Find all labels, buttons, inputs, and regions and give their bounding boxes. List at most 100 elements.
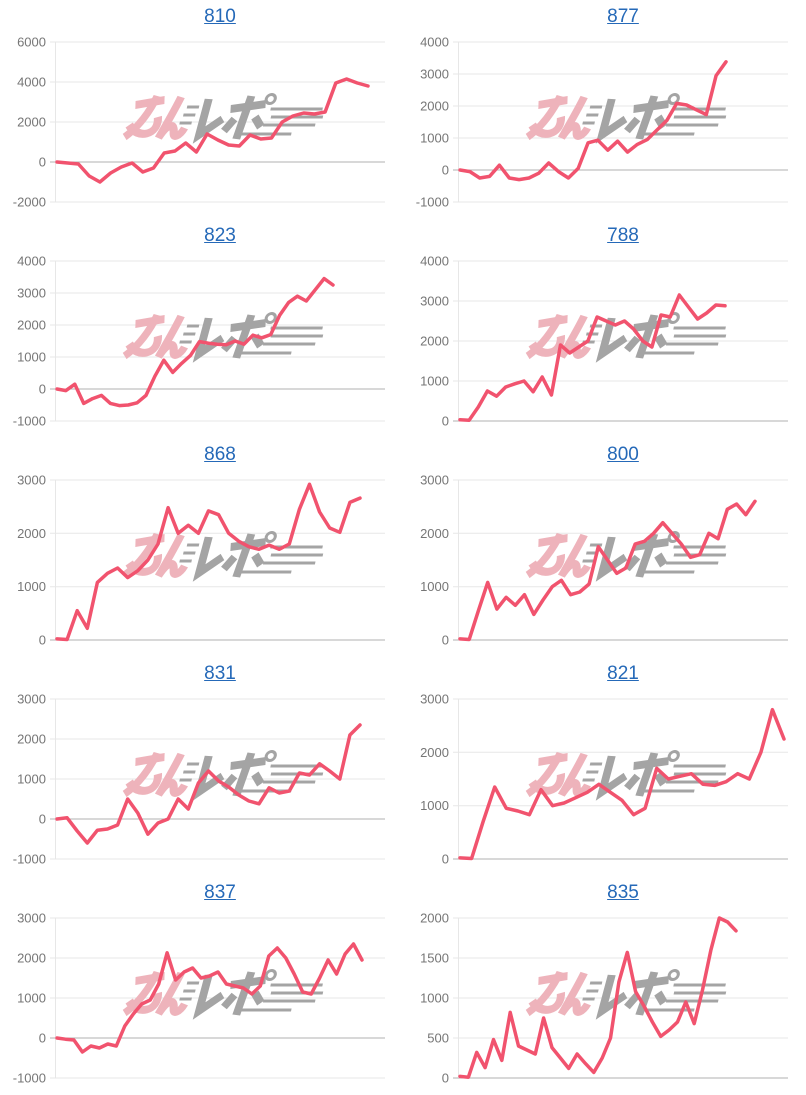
y-tick-label: 1000 (420, 131, 449, 146)
y-tick-label: 4000 (420, 36, 449, 50)
y-tick-label: 2000 (17, 732, 46, 747)
y-tick-label: 1000 (420, 579, 449, 594)
data-line (458, 916, 738, 1079)
chart-title-link[interactable]: 837 (204, 882, 236, 903)
chart-title-link[interactable]: 835 (607, 882, 639, 903)
chart-title-link[interactable]: 831 (204, 663, 236, 684)
chart-cell: 821 3000 2000 1000 0 みんレポ (403, 657, 806, 876)
y-tick-label: 3000 (420, 67, 449, 82)
chart-title: 800 (458, 438, 788, 474)
chart-title: 831 (55, 657, 385, 693)
y-tick-label: 2000 (420, 334, 449, 349)
line-chart: 3000 2000 1000 0 -1000 みんレポ (13, 912, 385, 1086)
y-tick-label: -1000 (13, 852, 46, 867)
line-chart: 3000 2000 1000 0 みんレポ (17, 474, 385, 648)
data-line (458, 60, 728, 182)
chart-title: 788 (458, 219, 788, 255)
y-tick-label: 1000 (17, 350, 46, 365)
y-tick-label: 0 (39, 382, 46, 397)
chart-cell: 835 2000150010005000みんレポ (403, 876, 806, 1095)
chart-cell: 788 40003000200010000みんレポ (403, 219, 806, 438)
y-tick-label: 0 (39, 1031, 46, 1046)
y-tick-label: 2000 (420, 745, 449, 760)
chart-title-link[interactable]: 788 (607, 225, 639, 246)
chart-title-link[interactable]: 877 (607, 6, 639, 27)
line-chart: 40003000200010000みんレポ (420, 255, 788, 429)
chart-title-link[interactable]: 800 (607, 444, 639, 465)
y-tick-label: 3000 (420, 693, 449, 707)
y-tick-label: 4000 (17, 255, 46, 269)
chart-title: 877 (458, 0, 788, 36)
minrepo-watermark: みんレポ (525, 531, 727, 582)
y-tick-label: 1500 (420, 951, 449, 966)
y-tick-label: 0 (442, 414, 449, 429)
line-chart: 6000 4000 2000 0 -2000 みんレポ (13, 36, 385, 210)
minrepo-watermark: みんレポ (122, 969, 324, 1020)
chart-cell: 810 6000 4000 2000 0 -2000 みんレポ (0, 0, 403, 219)
data-line (55, 482, 362, 642)
data-line (55, 276, 335, 408)
minrepo-watermark: みんレポ (122, 531, 324, 582)
y-tick-label: 0 (39, 812, 46, 827)
minrepo-watermark: みんレポ (525, 93, 727, 144)
y-tick-label: 2000 (17, 115, 46, 130)
y-tick-label: -2000 (13, 195, 46, 210)
chart-title: 868 (55, 438, 385, 474)
y-tick-label: 1000 (17, 991, 46, 1006)
chart-title: 810 (55, 0, 385, 36)
chart-title: 823 (55, 219, 385, 255)
chart-title-link[interactable]: 868 (204, 444, 236, 465)
y-tick-label: -1000 (13, 414, 46, 429)
y-tick-label: -1000 (13, 1071, 46, 1086)
data-line (55, 942, 364, 1054)
y-tick-label: 3000 (17, 912, 46, 926)
y-tick-label: 2000 (420, 526, 449, 541)
chart-title-link[interactable]: 821 (607, 663, 639, 684)
y-tick-label: 2000 (420, 99, 449, 114)
y-tick-label: 1000 (17, 772, 46, 787)
y-tick-label: 0 (39, 155, 46, 170)
y-tick-label: 500 (427, 1031, 449, 1046)
line-chart: 4000 3000 2000 1000 0 -1000 みんレポ (13, 255, 385, 429)
chart-cell: 800 3000 2000 1000 0 みんレポ (403, 438, 806, 657)
chart-title: 821 (458, 657, 788, 693)
y-tick-label: 1000 (420, 374, 449, 389)
line-chart: 3000 2000 1000 0 みんレポ (420, 693, 788, 867)
data-line (55, 77, 370, 184)
y-tick-label: 2000 (17, 951, 46, 966)
y-tick-label: -1000 (416, 195, 449, 210)
minrepo-watermark: みんレポ (122, 312, 324, 363)
y-tick-label: 3000 (17, 286, 46, 301)
y-tick-label: 0 (442, 1071, 449, 1086)
y-tick-label: 3000 (17, 474, 46, 488)
chart-cell: 823 4000 3000 2000 1000 0 -1000 みんレポ (0, 219, 403, 438)
chart-title-link[interactable]: 810 (204, 6, 236, 27)
data-line (458, 293, 727, 422)
y-tick-label: 4000 (17, 75, 46, 90)
y-tick-label: 6000 (17, 36, 46, 50)
y-tick-label: 1000 (17, 579, 46, 594)
line-chart: 3000 2000 1000 0 みんレポ (420, 474, 788, 648)
y-tick-label: 4000 (420, 255, 449, 269)
y-tick-label: 2000 (420, 912, 449, 926)
y-tick-label: 0 (442, 633, 449, 648)
data-line (458, 707, 786, 861)
y-tick-label: 2000 (17, 526, 46, 541)
y-tick-label: 0 (442, 163, 449, 178)
y-tick-label: 0 (39, 633, 46, 648)
y-tick-label: 0 (442, 852, 449, 867)
chart-cell: 837 3000 2000 1000 0 -1000 みんレポ (0, 876, 403, 1095)
line-chart: 2000150010005000みんレポ (420, 912, 788, 1086)
y-tick-label: 1000 (420, 991, 449, 1006)
y-tick-label: 2000 (17, 318, 46, 333)
y-tick-label: 3000 (420, 294, 449, 309)
chart-title: 837 (55, 876, 385, 912)
chart-cell: 868 3000 2000 1000 0 みんレポ (0, 438, 403, 657)
minrepo-watermark: みんレポ (122, 93, 324, 144)
chart-title-link[interactable]: 823 (204, 225, 236, 246)
data-line (458, 499, 757, 642)
chart-cell: 877 4000 3000 2000 1000 0 -1000 みんレポ (403, 0, 806, 219)
